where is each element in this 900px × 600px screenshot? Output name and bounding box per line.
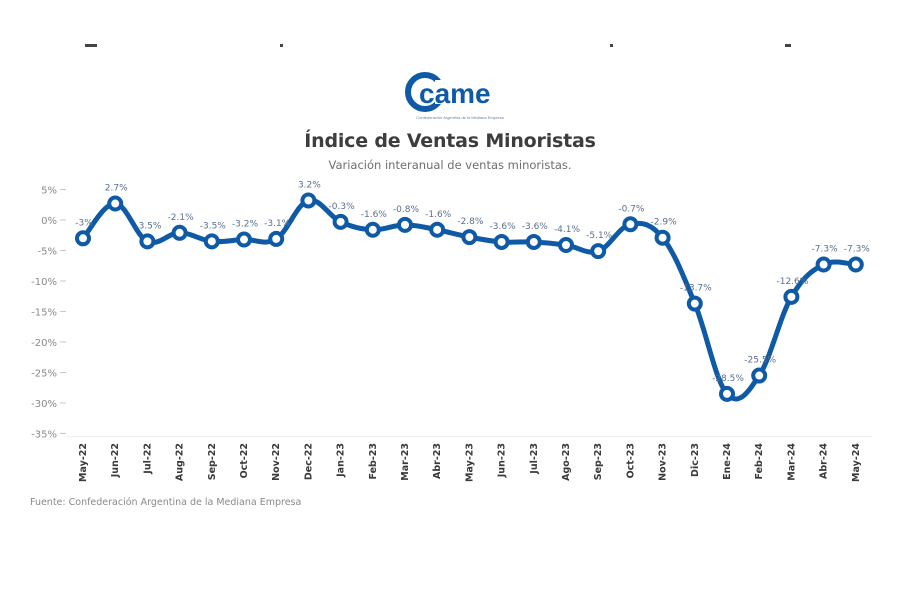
x-tick-label: Mar-23 [400, 443, 411, 481]
data-point-marker [719, 385, 735, 402]
chart-title: Índice de Ventas Minoristas [304, 130, 596, 152]
y-tick-label: 5% [41, 186, 57, 197]
x-tick-label: Sep-23 [593, 443, 604, 480]
x-tick-label: Feb-24 [754, 443, 765, 480]
x-tick-label: Nov-23 [658, 443, 669, 481]
data-point-marker [815, 256, 832, 273]
data-label: -1.6% [425, 210, 452, 220]
x-tick-label: Nov-22 [271, 443, 282, 481]
data-point-marker [525, 233, 542, 250]
data-label: -5.1% [586, 231, 613, 241]
data-label: -2.9% [651, 218, 678, 228]
x-tick-label: Aug-22 [175, 443, 186, 481]
data-point-marker [268, 230, 285, 247]
data-label: -12.6% [776, 277, 808, 287]
data-point-marker [171, 224, 188, 241]
data-point-marker [686, 295, 703, 312]
data-point-marker [107, 195, 124, 212]
data-label: -0.3% [329, 202, 356, 212]
x-tick-label: Jul-23 [529, 443, 540, 475]
data-point-marker [139, 233, 156, 250]
y-tick-label: -15% [31, 308, 57, 319]
y-tick-label: -10% [31, 277, 57, 288]
data-point-marker [654, 229, 671, 246]
y-tick-label: -5% [38, 247, 57, 258]
x-tick-label: May-22 [78, 443, 89, 482]
chart-subtitle: Variación interanual de ventas minorista… [328, 158, 572, 172]
x-tick-label: Jun-23 [497, 443, 508, 478]
data-label: -28.5% [712, 374, 744, 384]
data-point-marker [783, 288, 800, 305]
data-point-marker [236, 231, 252, 248]
data-label: -2.8% [457, 217, 484, 227]
data-point-marker [429, 221, 446, 238]
y-tick-label: -20% [31, 338, 57, 349]
top-crop-mark [280, 44, 283, 47]
data-label: -0.7% [618, 204, 645, 214]
data-label: 3.2% [298, 180, 321, 190]
data-label: -3.6% [522, 222, 549, 232]
x-tick-label: Ene-24 [722, 443, 733, 480]
data-label: -4.1% [554, 225, 581, 235]
x-tick-label: Jul-22 [142, 443, 153, 475]
x-tick-label: Ago-23 [561, 443, 572, 481]
x-tick-label: Sep-22 [207, 443, 218, 480]
data-label: -3.2% [232, 220, 259, 230]
x-tick-label: Abr-24 [819, 443, 830, 479]
y-tick-label: -35% [31, 430, 57, 441]
data-label: -7.3% [812, 245, 839, 255]
data-label: -3.5% [135, 221, 162, 231]
data-point-marker [397, 216, 413, 233]
x-tick-label: May-23 [464, 443, 475, 482]
data-label: -0.8% [393, 205, 420, 215]
data-label: -3.6% [490, 222, 517, 232]
data-point-marker [590, 243, 607, 260]
x-tick-label: Jan-23 [336, 443, 347, 478]
data-label: -3.5% [200, 221, 227, 231]
x-tick-label: Dec-22 [303, 443, 314, 480]
top-crop-mark [610, 44, 613, 47]
data-point-marker [300, 192, 317, 209]
x-tick-label: Abr-23 [432, 443, 443, 479]
x-tick-label: Dic-23 [690, 443, 701, 477]
came-logo: came [405, 72, 491, 112]
source-note: Fuente: Confederación Argentina de la Me… [30, 497, 302, 508]
y-tick-label: -30% [31, 399, 57, 410]
top-crop-mark [785, 44, 791, 47]
data-point-marker [461, 229, 478, 246]
data-point-marker [332, 213, 349, 230]
data-point-marker [493, 233, 510, 250]
x-tick-label: May-24 [851, 443, 862, 482]
x-tick-label: Jun-22 [110, 443, 121, 478]
data-label: -3.1% [264, 219, 291, 229]
data-point-marker [364, 221, 381, 238]
data-point-marker [75, 230, 91, 247]
data-point-marker [751, 367, 768, 384]
x-tick-label: Oct-23 [625, 443, 636, 478]
x-tick-label: Oct-22 [239, 443, 250, 478]
data-label: -1.6% [361, 210, 388, 220]
data-label: -13.7% [680, 284, 712, 294]
y-tick-label: -25% [31, 369, 57, 380]
data-label: -7.3% [844, 245, 871, 255]
data-label: 2.7% [105, 184, 128, 194]
data-point-marker [203, 233, 220, 250]
x-tick-label: Feb-23 [368, 443, 379, 480]
top-crop-mark [85, 44, 97, 47]
data-point-marker [622, 216, 639, 233]
data-label: -25.5% [744, 356, 776, 366]
logo-subtitle: Confederación Argentina de la Mediana Em… [416, 115, 504, 120]
logo-text: came [419, 78, 491, 109]
data-point-marker [558, 237, 574, 254]
data-label: -3% [75, 218, 93, 228]
data-point-marker [847, 256, 864, 273]
data-label: -2.1% [168, 213, 195, 223]
x-tick-label: Mar-24 [786, 443, 797, 481]
y-tick-label: 0% [41, 216, 57, 227]
